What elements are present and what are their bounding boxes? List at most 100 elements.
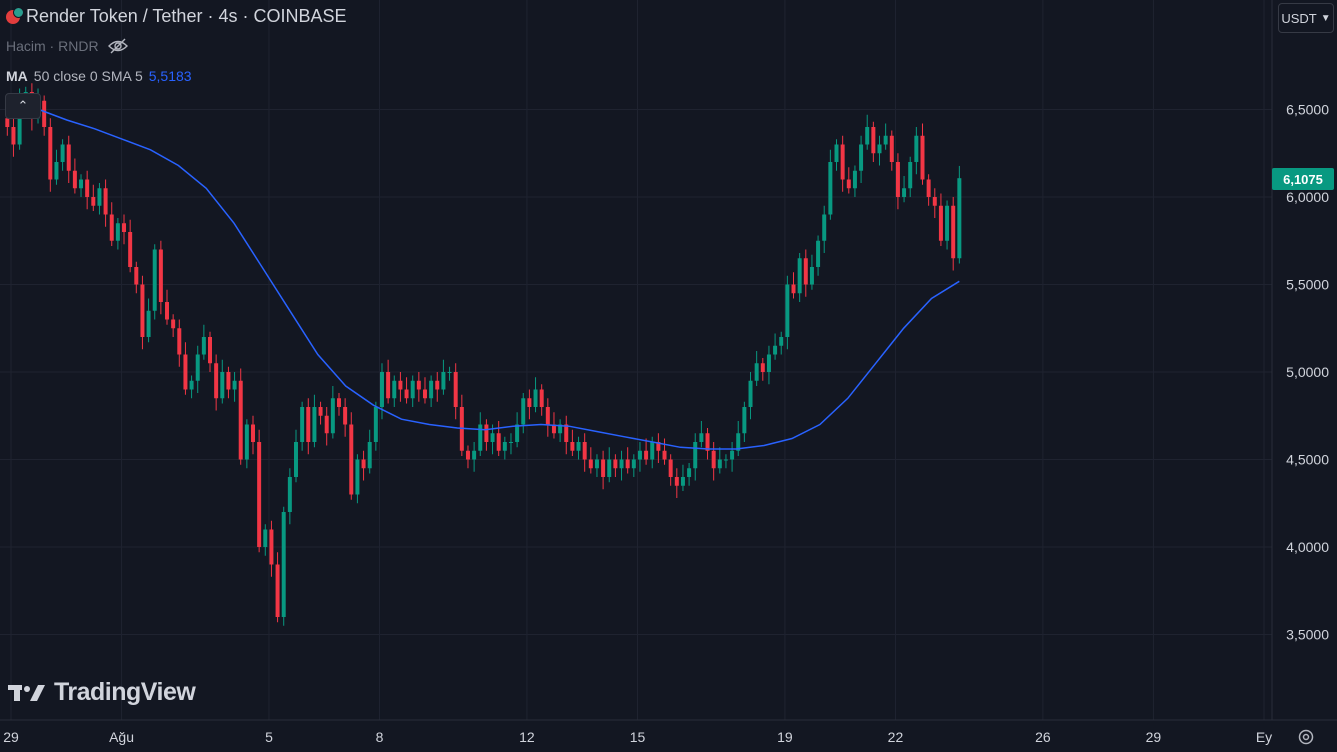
eye-off-icon[interactable]	[107, 38, 129, 54]
symbol-header[interactable]: Render Token / Tether · 4s · COINBASE	[6, 6, 346, 27]
x-tick-label: 22	[888, 729, 904, 745]
time-axis[interactable]: 29 Ağu 5 8 12 15 19 22 26 29 Ey	[3, 729, 1272, 745]
x-tick-label: 29	[3, 729, 19, 745]
candle-body	[711, 450, 716, 469]
candle-body	[226, 372, 231, 390]
candle-body	[11, 127, 16, 145]
candle-body	[791, 284, 796, 294]
candle-body	[306, 407, 311, 442]
candle-body	[72, 170, 77, 189]
tradingview-logo[interactable]: TradingView	[8, 678, 196, 707]
y-tick-label: 5,5000	[1286, 277, 1329, 293]
candle-body	[515, 424, 520, 442]
candle-body	[594, 459, 599, 469]
candle-body	[177, 328, 182, 355]
candle-body	[429, 380, 434, 399]
candle-body	[828, 162, 833, 215]
candle-body	[951, 205, 956, 259]
candle-body	[687, 468, 692, 477]
candle-body	[852, 170, 857, 189]
candle-body	[637, 450, 642, 460]
candle-body	[103, 188, 108, 215]
candle-body	[508, 442, 513, 443]
candle-body	[883, 135, 888, 145]
candle-body	[109, 214, 114, 241]
candle-body	[496, 433, 501, 451]
ma-legend[interactable]: MA 50 close 0 SMA 5 5,5183	[6, 68, 192, 84]
candle-body	[349, 424, 354, 495]
candle-body	[613, 459, 618, 469]
candle-body	[785, 284, 790, 337]
ma-params: 50 close 0 SMA 5	[33, 68, 143, 84]
candle-body	[60, 144, 65, 162]
candle-body	[379, 372, 384, 407]
candle-body	[355, 459, 360, 495]
y-tick-label: 6,5000	[1286, 102, 1329, 118]
x-tick-label: 8	[376, 729, 384, 745]
candle-body	[773, 345, 778, 355]
candle-body	[214, 363, 219, 399]
candle-body	[91, 197, 96, 206]
candle-body	[656, 442, 661, 451]
candle-body	[502, 442, 507, 451]
candle-body	[723, 459, 728, 461]
ma-line	[10, 96, 960, 450]
chevron-down-icon: ▼	[1320, 12, 1331, 24]
y-tick-label: 6,0000	[1286, 189, 1329, 205]
candle-body	[754, 363, 759, 381]
candle-body	[152, 249, 157, 311]
candles	[5, 83, 962, 626]
candle-body	[558, 424, 563, 434]
candle-body	[478, 424, 483, 451]
candle-body	[66, 144, 71, 171]
candle-body	[146, 310, 151, 337]
grid-lines	[0, 0, 1272, 720]
candle-body	[834, 144, 839, 162]
candle-body	[625, 459, 630, 469]
candle-body	[251, 424, 255, 442]
volume-legend[interactable]: Hacim · RNDR	[6, 38, 129, 54]
candle-body	[165, 302, 170, 320]
candle-body	[410, 380, 415, 399]
candle-body	[257, 442, 262, 547]
candle-body	[171, 319, 176, 329]
candle-body	[607, 459, 612, 477]
currency-button[interactable]: USDT ▼	[1278, 3, 1334, 33]
price-axis[interactable]: 3,5000 4,0000 4,5000 5,0000 5,5000 6,0000 6,50…	[1286, 102, 1329, 643]
candle-body	[908, 162, 913, 189]
currency-label: USDT	[1281, 10, 1317, 26]
symbol-title[interactable]: Render Token / Tether · 4s · COINBASE	[26, 6, 347, 26]
gear-icon[interactable]	[1296, 727, 1316, 747]
y-tick-label: 3,5000	[1286, 627, 1329, 643]
candle-body	[545, 407, 550, 425]
candle-body	[312, 407, 317, 442]
candle-body	[287, 477, 292, 512]
collapse-legend-button[interactable]: ⌃	[5, 93, 41, 119]
candle-body	[736, 433, 741, 451]
candle-body	[17, 100, 22, 145]
candle-body	[619, 459, 624, 469]
candle-body	[588, 459, 593, 469]
candle-body	[748, 380, 753, 407]
candle-body	[902, 188, 907, 197]
candle-body	[343, 407, 348, 425]
candle-body	[742, 407, 747, 434]
x-tick-label: 5	[265, 729, 273, 745]
candle-body	[957, 178, 962, 259]
candle-body	[324, 415, 329, 434]
candle-body	[447, 372, 452, 373]
candle-body	[809, 267, 814, 285]
candle-body	[318, 407, 323, 416]
candle-body	[183, 354, 188, 390]
candle-body	[416, 380, 421, 390]
candle-body	[134, 267, 139, 285]
candle-body	[453, 372, 458, 407]
candle-body	[797, 258, 802, 294]
candle-body	[871, 127, 876, 154]
candle-body	[926, 179, 931, 197]
last-price-badge: 6,1075	[1272, 168, 1334, 190]
tradingview-wordmark: TradingView	[54, 678, 196, 706]
candle-body	[822, 214, 827, 241]
ma-name: MA	[6, 68, 28, 84]
